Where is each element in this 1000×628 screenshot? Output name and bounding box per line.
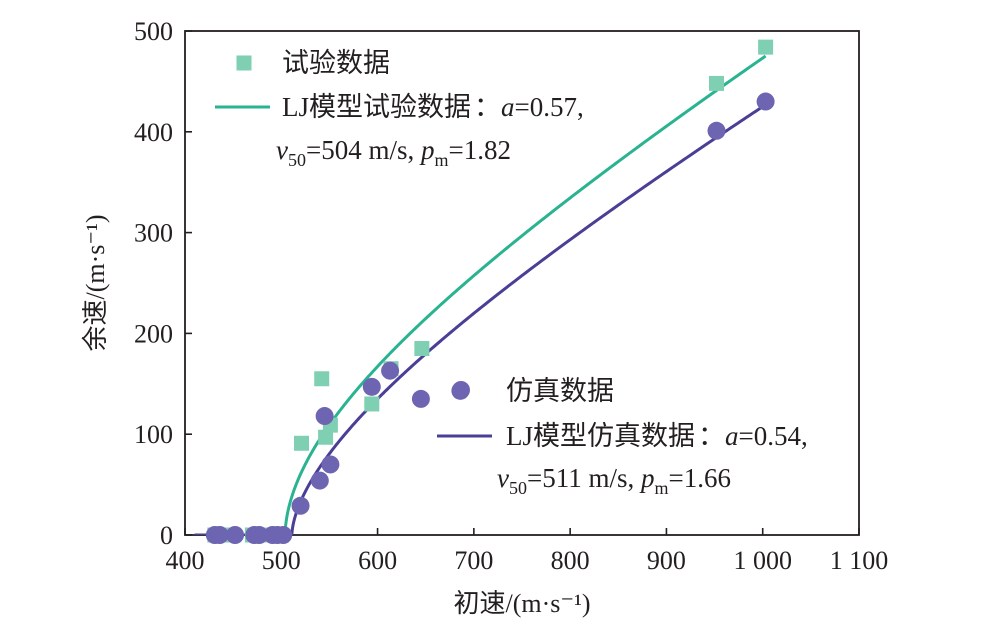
x-tick-label: 800 (551, 546, 590, 575)
legend-line-label: LJ模型仿真数据 ：a=0.54, (506, 421, 808, 451)
simulation-data-point (226, 526, 245, 544)
x-tick-label: 1 000 (733, 546, 792, 575)
y-tick-label: 500 (134, 17, 173, 46)
test-data-point (708, 75, 724, 91)
y-tick-label: 0 (160, 521, 173, 550)
x-tick-label: 600 (358, 546, 397, 575)
y-tick-label: 400 (134, 118, 173, 147)
legend-scatter-label: 试验数据 (282, 48, 390, 78)
legend-line-params: v50=504 m/s, pm=1.82 (276, 135, 511, 170)
simulation-data-point (310, 471, 329, 490)
simulation-data-point (756, 92, 775, 111)
legend-layer: 试验数据 LJ模型试验数据 ：a=0.57, v50=504 m/s, pm=1.82… (215, 48, 808, 498)
x-axis-title: 初速/(m·s⁻¹) (453, 589, 590, 618)
test-data-point (758, 39, 774, 55)
y-axis-title: 余速/(m·s⁻¹) (81, 214, 110, 351)
x-tick-label: 500 (262, 546, 301, 575)
simulation-data-point (250, 526, 269, 544)
y-tick-label: 300 (134, 219, 173, 248)
simulation-data-point (321, 455, 340, 474)
test-data-point (314, 371, 330, 387)
x-tick-label: 400 (166, 546, 205, 575)
y-tick-label: 100 (134, 420, 173, 449)
x-tick-label: 900 (647, 546, 686, 575)
data-points-layer (205, 39, 775, 544)
simulation-data-point (707, 121, 726, 140)
fit-line-1 (194, 103, 767, 535)
legend-line-params: v50=511 m/s, pm=1.66 (497, 463, 731, 498)
test-data-point (318, 429, 334, 445)
y-tick-label: 200 (134, 319, 173, 348)
test-data-point (364, 396, 380, 412)
simulation-data-point (210, 526, 229, 544)
x-tick-label: 700 (454, 546, 493, 575)
fit-line-0 (194, 54, 767, 535)
axes-layer: 400 500 600 700 800 900 1 000 1 100010020030040… (81, 17, 888, 618)
test-data-point (294, 435, 310, 451)
legend-circle-marker (452, 381, 470, 399)
simulation-data-point (291, 496, 310, 515)
fit-lines-layer (194, 54, 767, 535)
plot-frame (184, 30, 860, 536)
legend-scatter-label: 仿真数据 (506, 376, 614, 406)
simulation-data-point (315, 407, 334, 426)
simulation-data-point (274, 526, 293, 544)
simulation-data-point (411, 389, 430, 408)
legend-square-marker (236, 55, 252, 71)
legend-line-label: LJ模型试验数据 ：a=0.57, (282, 92, 584, 122)
x-tick-label: 1 100 (830, 546, 889, 575)
test-data-point (414, 341, 430, 357)
simulation-data-point (362, 377, 381, 396)
simulation-data-point (381, 361, 400, 380)
